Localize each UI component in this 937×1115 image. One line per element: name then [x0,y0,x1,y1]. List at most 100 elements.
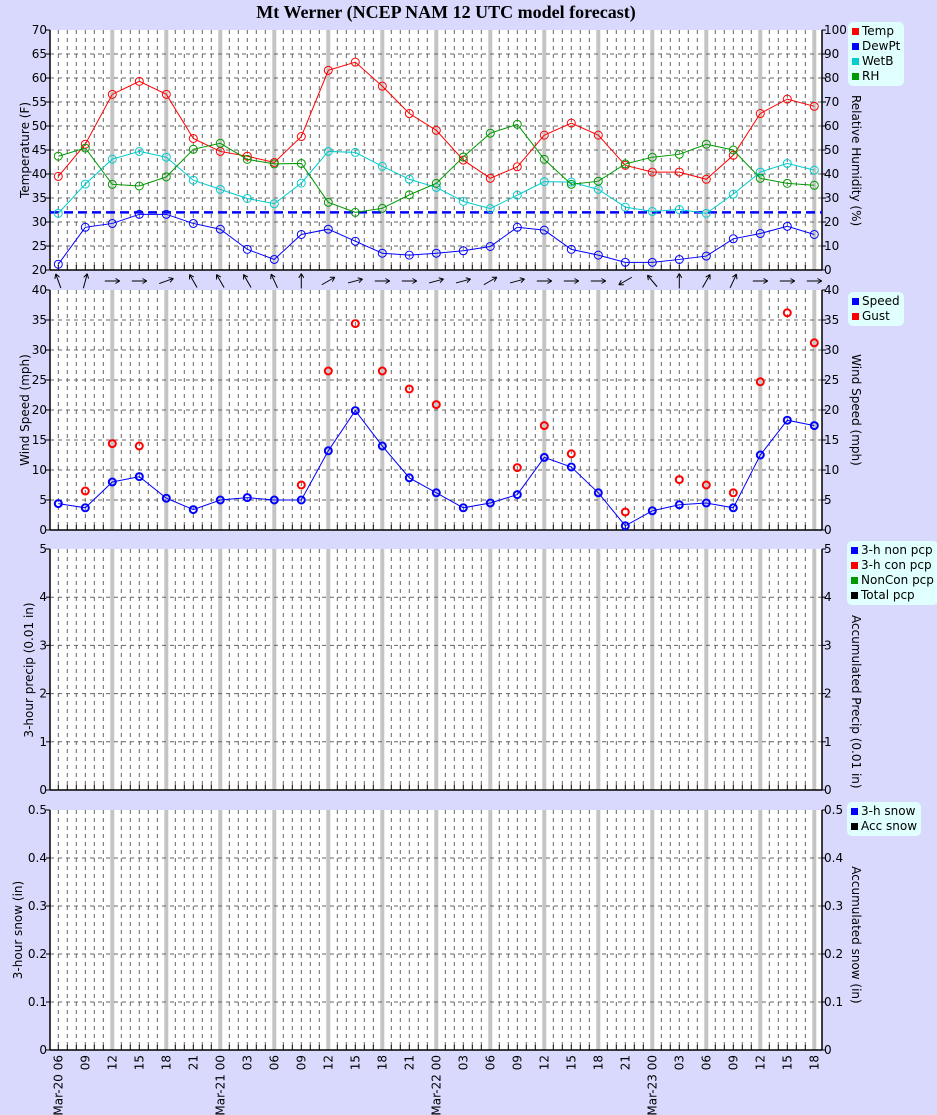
data-point-rh [350,207,360,217]
data-point-wetb [188,175,198,185]
wind-arrow-head [439,278,444,283]
data-point-dewpt [404,250,414,260]
x-tick-label: Mar-20 06 [51,1055,65,1115]
data-point-temp [377,81,387,91]
data-point-dewpt [620,257,630,267]
y-tick-label-right: 5 [824,542,832,556]
y-tick-label-right: 0 [824,523,832,537]
data-point-dewpt [269,254,279,264]
data-point-gust [620,507,630,517]
data-point-gust [512,463,522,473]
data-point-wetb [755,167,765,177]
data-point-dewpt [782,221,792,231]
y-tick-label-right: 0.3 [824,899,843,913]
legend-label: DewPt [862,39,901,53]
wind-arrow-head [790,278,796,282]
legend-wind: Speed Gust [848,292,904,326]
wind-direction-arrow [779,278,796,284]
y-tick-label: 50 [32,119,47,133]
wind-arrow-head [54,273,57,279]
legend-item: DewPt [852,39,900,54]
data-point-gust [134,441,144,451]
wind-direction-arrow [298,273,305,289]
data-point-rh [782,178,792,188]
wind-direction-arrow [347,277,363,284]
y-tick-label: 3 [39,638,47,652]
wind-arrow-shaft [483,276,498,286]
x-tick-label: 06 [483,1055,497,1070]
data-point-speed [215,495,225,505]
data-point-dewpt [485,241,495,251]
y-tick-label: 0 [39,523,47,537]
data-point-speed [755,450,765,460]
y-tick-label: 45 [32,143,47,157]
legend-item: 3-h snow [851,804,917,819]
y-tick-label-right: 80 [824,71,839,85]
x-tick-label: 21 [402,1055,416,1070]
data-point-gust [809,338,819,348]
wind-arrow-head [732,273,737,278]
data-point-speed [458,503,468,513]
data-point-wetb [134,146,144,156]
legend-label: 3-h non pcp [861,543,933,557]
data-point-dewpt [377,248,387,258]
wind-arrow-head [412,278,418,282]
x-tick-label: 03 [672,1055,686,1070]
panel-1: 0 0 5 5 10 10 15 15 20 20 25 25 30 30 35 35 40 40 [32,273,839,537]
wind-direction-arrow [401,278,418,284]
y-tick-label: 15 [32,433,47,447]
panel-3: 0 0 0.1 0.1 0.2 0.2 0.3 0.3 0.4 0.4 0.5 0.5 [28,803,843,1057]
data-point-rh [512,119,522,129]
data-point-temp [350,57,360,67]
y-tick-label-right: 90 [824,47,839,61]
wind-arrow-head [676,273,680,279]
data-point-temp [296,132,306,142]
y-tick-label-right: 4 [824,590,832,604]
data-point-wetb [539,177,549,187]
data-point-rh [755,173,765,183]
wind-arrow-head [763,278,769,282]
x-tick-label: 06 [699,1055,713,1070]
wind-direction-arrow [243,274,252,288]
data-point-rh [431,178,441,188]
data-point-rh [215,138,225,148]
x-tick-label: 18 [807,1055,821,1070]
wind-arrow-head [574,280,580,284]
data-point-speed [593,488,603,498]
wind-arrow-head [142,278,148,282]
y-tick-label: 30 [32,343,47,357]
data-point-dewpt [134,209,144,219]
data-point-wetb [809,165,819,175]
y-tick-label-right: 100 [824,23,847,37]
y-tick-label: 0.2 [28,947,47,961]
data-point-wetb [323,146,333,156]
wind-direction-arrow [216,274,225,288]
y-axis-label-temperature: Temperature (F) [18,102,32,199]
data-point-gust [107,439,117,449]
y-tick-label: 70 [32,23,47,37]
legend-label: Temp [862,24,894,38]
wind-arrow-head [331,277,336,282]
wind-arrow-head [547,280,553,284]
legend-label: Speed [862,294,900,308]
wind-direction-arrow [618,276,633,286]
data-point-rh [593,176,603,186]
x-tick-label: 09 [510,1055,524,1070]
data-point-wetb [782,158,792,168]
data-point-gust [566,449,576,459]
wind-direction-arrow [270,273,278,289]
data-point-wetb [215,184,225,194]
x-tick-label: 21 [186,1055,200,1070]
data-point-dewpt [593,250,603,260]
data-point-temp [242,151,252,161]
x-tick-label: 03 [240,1055,254,1070]
y-tick-label-right: 0 [824,263,832,277]
y-tick-label-right: 0.1 [824,995,843,1009]
wind-arrow-head [547,278,553,282]
y-tick-label: 65 [32,47,47,61]
y-tick-label-right: 0.5 [824,803,843,817]
y-tick-label: 5 [39,542,47,556]
y-tick-label-right: 3 [824,638,832,652]
data-point-wetb [485,204,495,214]
